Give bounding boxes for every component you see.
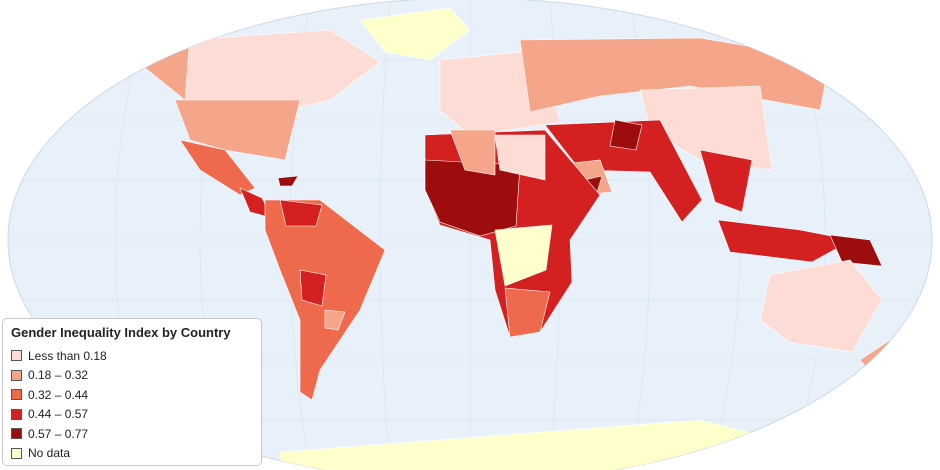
country-region: [264, 199, 386, 401]
legend-swatch: [11, 428, 22, 440]
legend-swatch: [11, 369, 22, 381]
legend-label: 0.57 – 0.77: [28, 426, 89, 441]
country-region: [759, 259, 883, 353]
legend: Gender Inequality Index by Country Less …: [2, 318, 262, 466]
legend-swatch: [11, 350, 22, 362]
legend-items: Less than 0.18 0.18 – 0.32 0.32 – 0.44 0.44…: [11, 346, 253, 463]
legend-title: Gender Inequality Index by Country: [11, 325, 231, 340]
country-region: [359, 7, 471, 61]
country-region: [277, 175, 299, 187]
country-region: [324, 309, 346, 331]
country-region: [699, 149, 753, 213]
country-region: [279, 199, 323, 227]
country-region: [299, 269, 327, 307]
legend-label: 0.44 – 0.57: [28, 407, 89, 422]
legend-item: 0.57 – 0.77: [11, 424, 253, 444]
country-region: [609, 119, 643, 151]
legend-label: 0.32 – 0.44: [28, 387, 89, 402]
legend-item: Less than 0.18: [11, 346, 253, 366]
country-region: [449, 129, 496, 176]
legend-label: 0.18 – 0.32: [28, 368, 89, 383]
legend-swatch: [11, 389, 22, 401]
country-region: [494, 134, 546, 181]
country-region: [494, 224, 553, 287]
legend-label: Less than 0.18: [28, 348, 107, 363]
country-region: [174, 99, 301, 161]
legend-item: No data: [11, 444, 253, 464]
legend-item: 0.44 – 0.57: [11, 405, 253, 425]
country-region: [829, 234, 883, 267]
legend-item: 0.32 – 0.44: [11, 385, 253, 405]
legend-swatch: [11, 447, 22, 459]
legend-label: No data: [28, 446, 71, 461]
country-region: [717, 219, 853, 263]
legend-swatch: [11, 408, 22, 420]
country-region: [504, 287, 551, 338]
legend-item: 0.18 – 0.32: [11, 366, 253, 386]
